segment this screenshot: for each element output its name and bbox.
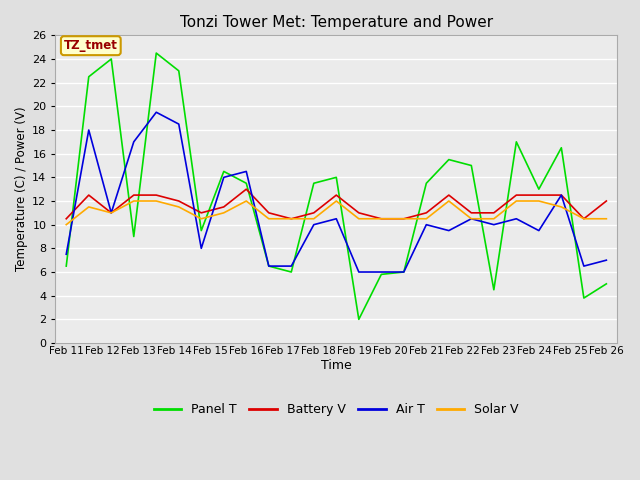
X-axis label: Time: Time bbox=[321, 359, 351, 372]
Title: Tonzi Tower Met: Temperature and Power: Tonzi Tower Met: Temperature and Power bbox=[180, 15, 493, 30]
Text: TZ_tmet: TZ_tmet bbox=[64, 39, 118, 52]
Legend: Panel T, Battery V, Air T, Solar V: Panel T, Battery V, Air T, Solar V bbox=[148, 398, 524, 421]
Y-axis label: Temperature (C) / Power (V): Temperature (C) / Power (V) bbox=[15, 107, 28, 272]
